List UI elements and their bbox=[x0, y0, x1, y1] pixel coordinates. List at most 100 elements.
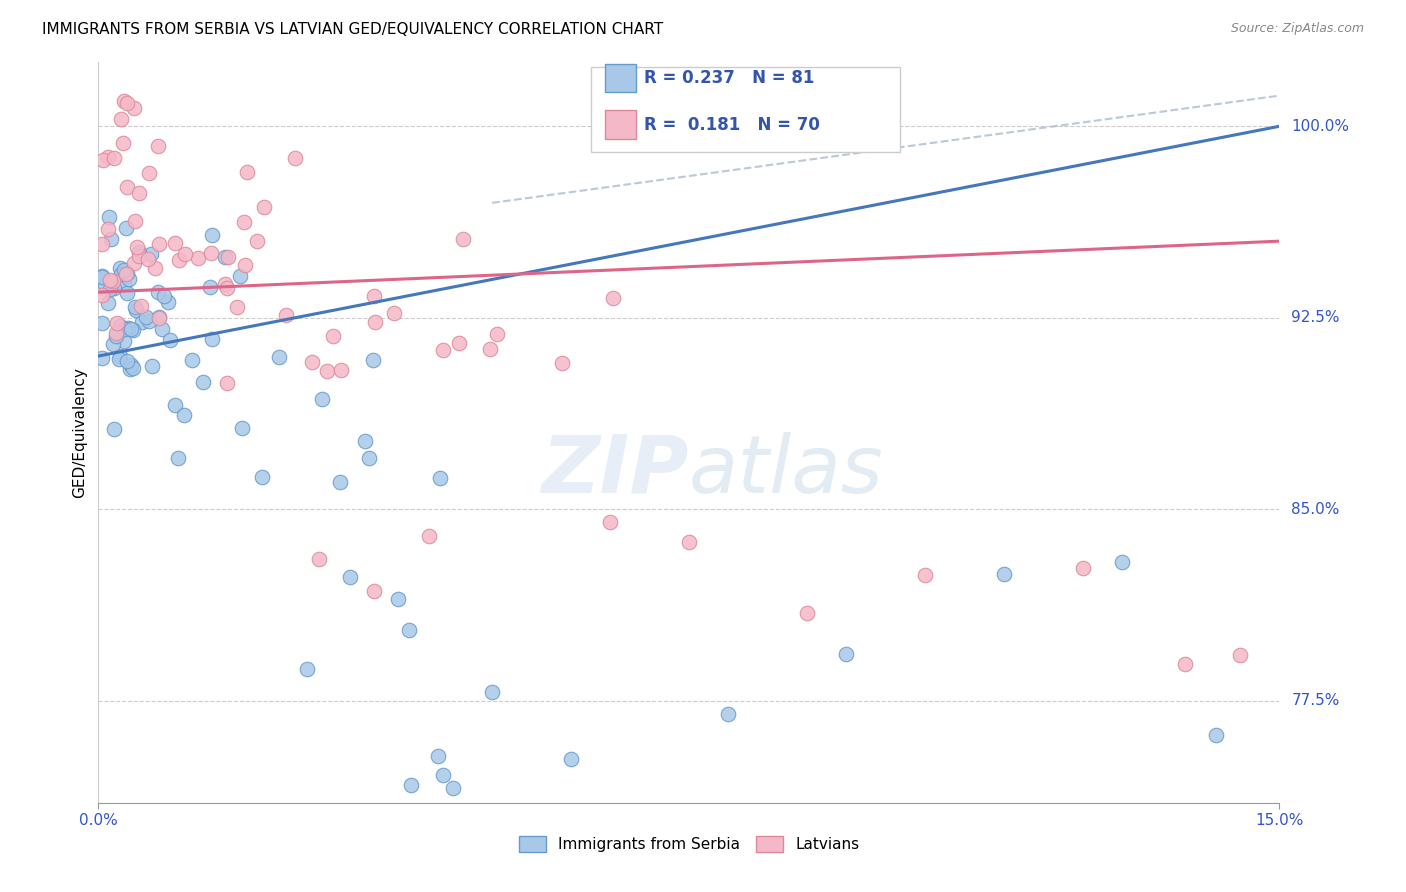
Point bbox=[717, 706, 740, 721]
Point bbox=[110, 267, 132, 281]
Point bbox=[143, 261, 166, 276]
Point bbox=[105, 317, 128, 331]
Point bbox=[101, 275, 124, 289]
Point bbox=[105, 328, 128, 343]
Point bbox=[98, 282, 121, 296]
Point bbox=[122, 256, 145, 270]
Point bbox=[441, 780, 464, 795]
Point bbox=[796, 607, 818, 621]
Point bbox=[214, 277, 236, 292]
Point bbox=[301, 355, 323, 369]
Point bbox=[111, 136, 134, 150]
Point bbox=[451, 231, 474, 245]
Point bbox=[1205, 727, 1227, 741]
Point bbox=[148, 310, 170, 325]
Point bbox=[432, 343, 454, 357]
Point bbox=[1174, 657, 1197, 672]
Point bbox=[128, 249, 150, 263]
Point bbox=[136, 252, 159, 267]
Point bbox=[159, 333, 181, 347]
Point bbox=[233, 215, 256, 229]
Point bbox=[100, 232, 122, 246]
Point bbox=[284, 151, 307, 165]
Point bbox=[308, 552, 330, 566]
Point bbox=[103, 337, 125, 351]
Point bbox=[354, 434, 377, 448]
Point bbox=[100, 273, 122, 287]
Point bbox=[602, 291, 624, 305]
Point bbox=[217, 376, 239, 390]
Point bbox=[108, 349, 131, 363]
Y-axis label: GED/Equivalency: GED/Equivalency bbox=[72, 368, 87, 498]
Point bbox=[138, 166, 160, 180]
Point bbox=[131, 300, 153, 314]
Point bbox=[112, 334, 135, 348]
Point bbox=[173, 408, 195, 422]
Point bbox=[135, 310, 157, 325]
Point bbox=[315, 363, 337, 377]
Point bbox=[125, 303, 148, 318]
Point bbox=[478, 343, 501, 357]
Text: R =  0.181   N = 70: R = 0.181 N = 70 bbox=[644, 116, 820, 134]
Point bbox=[363, 289, 385, 303]
Point bbox=[120, 361, 142, 376]
Point bbox=[599, 515, 621, 529]
Point bbox=[363, 584, 385, 599]
Point bbox=[481, 685, 503, 699]
Point bbox=[150, 322, 173, 336]
Point bbox=[141, 359, 163, 373]
Point bbox=[382, 306, 405, 320]
Text: 92.5%: 92.5% bbox=[1291, 310, 1340, 326]
Text: ZIP: ZIP bbox=[541, 432, 689, 510]
Text: IMMIGRANTS FROM SERBIA VS LATVIAN GED/EQUIVALENCY CORRELATION CHART: IMMIGRANTS FROM SERBIA VS LATVIAN GED/EQ… bbox=[42, 22, 664, 37]
Point bbox=[117, 354, 139, 368]
Point bbox=[114, 221, 136, 235]
Point bbox=[122, 101, 145, 115]
Point bbox=[110, 261, 132, 276]
Text: R = 0.237   N = 81: R = 0.237 N = 81 bbox=[644, 69, 814, 87]
Point bbox=[418, 529, 440, 543]
Point bbox=[1111, 555, 1133, 569]
Point bbox=[201, 332, 224, 346]
Point bbox=[139, 247, 162, 261]
Point bbox=[297, 663, 319, 677]
Point bbox=[128, 186, 150, 200]
Point bbox=[311, 392, 333, 407]
Point bbox=[115, 179, 138, 194]
Point bbox=[112, 95, 135, 109]
Point bbox=[252, 470, 274, 484]
Point bbox=[229, 268, 252, 283]
Point bbox=[148, 236, 170, 251]
Point bbox=[329, 475, 352, 490]
Point bbox=[678, 534, 700, 549]
Point bbox=[114, 322, 136, 336]
Legend: Immigrants from Serbia, Latvians: Immigrants from Serbia, Latvians bbox=[512, 830, 866, 858]
Point bbox=[357, 451, 380, 466]
Text: Source: ZipAtlas.com: Source: ZipAtlas.com bbox=[1230, 22, 1364, 36]
Point bbox=[191, 375, 214, 389]
Point bbox=[231, 421, 253, 435]
Point bbox=[387, 592, 409, 607]
Point bbox=[128, 244, 150, 259]
Point bbox=[124, 214, 146, 228]
Point bbox=[98, 210, 121, 224]
Point bbox=[267, 350, 290, 364]
Point bbox=[97, 296, 120, 310]
Point bbox=[117, 321, 139, 335]
Point bbox=[835, 648, 858, 662]
Point bbox=[120, 321, 142, 335]
Point bbox=[112, 276, 135, 290]
Point bbox=[426, 748, 449, 763]
Point bbox=[429, 471, 451, 485]
Point bbox=[108, 352, 131, 367]
Point bbox=[91, 316, 114, 330]
Text: 85.0%: 85.0% bbox=[1291, 501, 1340, 516]
Point bbox=[96, 221, 118, 235]
Point bbox=[225, 300, 247, 314]
Point bbox=[148, 310, 170, 324]
Point bbox=[118, 272, 141, 286]
Point bbox=[127, 240, 149, 254]
Point bbox=[153, 288, 176, 302]
Point bbox=[103, 151, 125, 165]
Point bbox=[486, 326, 509, 341]
